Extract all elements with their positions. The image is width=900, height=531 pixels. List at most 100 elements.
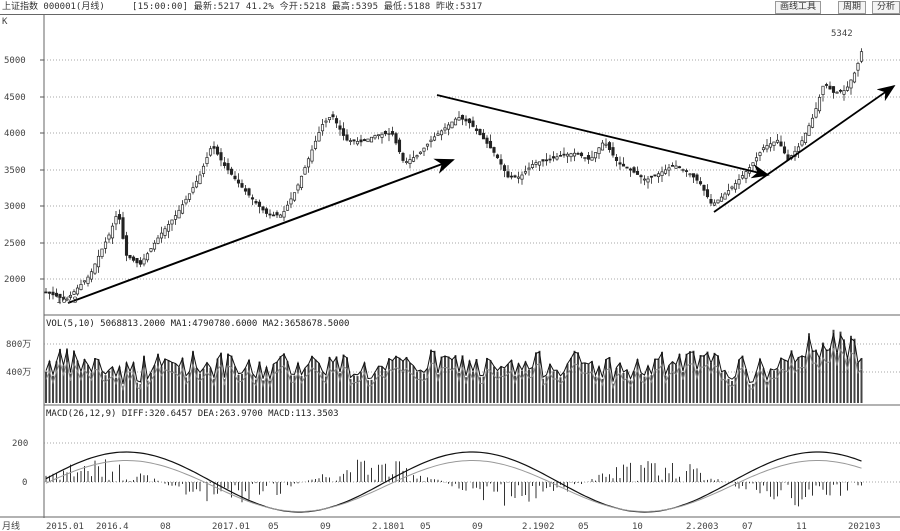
candle-body: [824, 84, 829, 86]
volume-bar: [199, 373, 201, 403]
candle-body: [331, 114, 335, 118]
candle-body: [457, 117, 461, 121]
volume-bar: [759, 358, 761, 403]
volume-bar: [573, 350, 576, 403]
volume-bar: [143, 355, 145, 403]
candle-body: [376, 134, 381, 137]
volume-bar: [675, 364, 677, 403]
volume-bar: [101, 371, 103, 403]
candle-body: [79, 284, 83, 290]
price-tick-label: 2500: [4, 239, 26, 249]
candle-body: [310, 149, 314, 162]
volume-bar: [787, 361, 789, 403]
volume-bar: [125, 362, 128, 403]
candle-body: [859, 51, 864, 62]
candle-body: [222, 162, 227, 166]
time-axis: 月线 2015.01 2016.4 08 2017.01 05 09 2.1801 05 09 2.…: [2, 520, 881, 531]
draw-tool-button[interactable]: 画线工具: [775, 1, 822, 14]
volume-bar: [90, 372, 93, 403]
candle-body: [516, 176, 521, 179]
analysis-button[interactable]: 分析: [872, 1, 900, 14]
candle-body: [712, 202, 717, 206]
candle-body: [761, 147, 766, 151]
volume-bar: [304, 368, 306, 403]
candle-body: [156, 237, 160, 244]
candle-body: [569, 153, 573, 158]
candle-body: [303, 167, 307, 175]
candle-body: [135, 257, 139, 264]
candle-body: [152, 242, 157, 250]
volume-bar: [531, 367, 534, 403]
volume-bar: [510, 359, 513, 403]
volume-bar: [580, 363, 583, 403]
volume-bar: [451, 359, 453, 403]
volume-bar: [388, 358, 390, 403]
volume-bar: [825, 349, 828, 403]
volume-bar: [503, 368, 506, 403]
volume-bar: [489, 360, 492, 403]
candle-body: [509, 175, 514, 178]
volume-bar: [853, 338, 856, 403]
volume-bar: [118, 366, 121, 403]
volume-bar: [468, 360, 471, 403]
volume-bar: [181, 357, 184, 403]
time-axis-label: 11: [796, 522, 807, 531]
volume-bar: [167, 360, 170, 403]
volume-bar: [846, 358, 849, 403]
candle-body: [604, 143, 608, 146]
volume-bar: [486, 357, 488, 403]
candle-body: [642, 178, 647, 181]
volume-bar: [69, 373, 72, 403]
candle-body: [177, 209, 181, 219]
time-axis-label: 07: [742, 522, 753, 531]
volume-bar: [363, 362, 366, 403]
candle-body: [254, 201, 258, 204]
candle-body: [187, 193, 192, 200]
time-axis-label: 202103: [848, 522, 881, 531]
quote-info: [15:00:00] 最新:5217 41.2% 今开:5218 最高:5395…: [132, 2, 483, 12]
candle-body: [394, 133, 398, 144]
candle-body: [632, 167, 636, 173]
volume-bar: [738, 359, 740, 403]
volume-bar: [283, 353, 285, 403]
volume-bar: [507, 364, 509, 403]
volume-bar: [633, 371, 635, 403]
candle-body: [411, 157, 416, 162]
period-button[interactable]: 周期: [838, 1, 867, 14]
volume-bar: [265, 367, 268, 403]
title-bar: 上证指数 000001(月线) [15:00:00] 最新:5217 41.2%…: [0, 0, 900, 15]
volume-bar: [80, 372, 82, 403]
volume-bar: [384, 370, 387, 403]
volume-bar: [279, 356, 282, 403]
candle-body: [590, 156, 594, 161]
candle-body: [439, 130, 444, 136]
candle-body: [639, 175, 643, 178]
candle-body: [194, 180, 199, 188]
volume-bar: [650, 375, 653, 403]
volume-bar: [622, 373, 625, 403]
volume-bar: [794, 362, 796, 403]
candle-body: [607, 142, 612, 150]
candle-body: [488, 140, 493, 149]
candle-body: [758, 152, 762, 156]
candle-body: [803, 132, 808, 143]
volume-bar: [339, 373, 341, 403]
candle-body: [733, 183, 738, 190]
volume-bar: [395, 355, 397, 403]
volume-bar: [136, 382, 138, 403]
volume-bar: [783, 359, 786, 403]
candle-body: [82, 280, 87, 283]
candle-body: [572, 152, 577, 157]
volume-bar: [45, 371, 47, 403]
candle-body: [418, 151, 423, 154]
candle-body: [243, 188, 248, 192]
candle-body: [716, 199, 720, 204]
candle-body: [537, 161, 542, 166]
price-panel-label: K: [2, 17, 8, 27]
volume-bar: [773, 370, 775, 403]
candle-body: [698, 181, 703, 185]
candle-body: [478, 128, 482, 136]
volume-bar: [108, 370, 110, 403]
candle-body: [275, 212, 279, 216]
